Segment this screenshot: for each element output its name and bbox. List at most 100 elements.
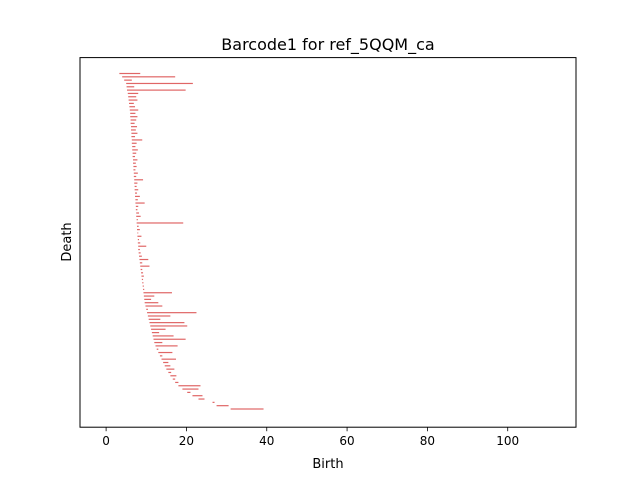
barcode-bar bbox=[135, 199, 138, 201]
barcode-bar bbox=[152, 335, 174, 337]
chart-title: Barcode1 for ref_5QQM_ca bbox=[221, 35, 434, 55]
barcode-bar bbox=[150, 325, 188, 327]
barcode-bar bbox=[146, 308, 148, 310]
barcode-bar bbox=[131, 126, 138, 128]
barcode-bar bbox=[132, 152, 137, 154]
barcode-bar bbox=[141, 272, 144, 274]
barcode-bar bbox=[133, 162, 136, 164]
barcode-bar bbox=[153, 338, 186, 340]
barcode-bar bbox=[198, 398, 205, 400]
barcode-bar bbox=[139, 262, 143, 264]
barcode-bar bbox=[130, 119, 137, 121]
barcode-bar bbox=[142, 285, 144, 287]
barcode-bar bbox=[163, 361, 169, 364]
barcode-bar bbox=[131, 129, 136, 131]
barcode-bar bbox=[147, 315, 171, 317]
barcode-bar bbox=[135, 209, 138, 211]
barcode-bar bbox=[141, 278, 144, 281]
barcode-bar bbox=[138, 248, 140, 251]
barcode-bar bbox=[130, 122, 135, 124]
barcode-bar bbox=[182, 388, 199, 390]
barcode-bar bbox=[130, 112, 136, 114]
barcode-bar bbox=[170, 375, 177, 377]
barcode-bar bbox=[127, 92, 139, 95]
barcode-bar bbox=[149, 322, 185, 324]
x-tick-label: 0 bbox=[102, 434, 110, 448]
barcode-bar bbox=[136, 212, 140, 214]
barcode-bar bbox=[212, 401, 215, 403]
barcode-bar bbox=[137, 225, 139, 227]
barcode-bar bbox=[148, 318, 161, 320]
barcode-bar bbox=[156, 348, 159, 350]
barcode-bar bbox=[131, 139, 143, 141]
barcode-bar bbox=[216, 405, 229, 407]
barcode-bar bbox=[147, 312, 197, 314]
barcode-bar bbox=[145, 305, 163, 307]
barcode-bar bbox=[187, 391, 191, 393]
barcode-bar bbox=[133, 159, 138, 161]
barcode-bar bbox=[192, 395, 203, 397]
barcode-bar bbox=[155, 345, 178, 347]
plot-frame bbox=[79, 57, 577, 428]
barcode-bar bbox=[137, 238, 140, 241]
barcode-bar bbox=[138, 252, 141, 254]
barcode-bar bbox=[128, 99, 138, 101]
barcode-bar bbox=[143, 295, 155, 297]
barcode-bar bbox=[135, 192, 138, 194]
barcode-bar bbox=[126, 86, 135, 88]
barcode-bar bbox=[151, 328, 166, 330]
barcode-bar bbox=[124, 79, 132, 81]
barcode-bar bbox=[132, 155, 136, 158]
barcode-bar bbox=[175, 381, 179, 384]
barcode-bar bbox=[161, 358, 176, 360]
barcode-bar bbox=[129, 106, 136, 108]
barcode-bar bbox=[144, 302, 159, 304]
barcode-bar bbox=[134, 189, 139, 191]
barcode-bar bbox=[230, 408, 264, 410]
x-tick-label: 60 bbox=[339, 434, 354, 448]
barcode-bar bbox=[132, 149, 138, 151]
barcode-bar bbox=[137, 242, 141, 244]
bars-layer bbox=[119, 72, 264, 410]
barcode-bar bbox=[131, 142, 137, 144]
x-tick-label: 40 bbox=[259, 434, 274, 448]
barcode-bar bbox=[172, 378, 176, 380]
barcode-bar bbox=[143, 288, 145, 291]
barcode-bar bbox=[134, 179, 144, 181]
barcode-bar bbox=[135, 195, 140, 198]
barcode-bar bbox=[131, 132, 138, 134]
barcode-bar bbox=[136, 215, 141, 217]
barcode-bar bbox=[119, 72, 141, 75]
barcode-bar bbox=[126, 89, 186, 91]
barcode-bar bbox=[136, 222, 184, 224]
barcode-bar bbox=[166, 368, 175, 370]
barcode-bar bbox=[159, 355, 163, 357]
barcode-bar bbox=[137, 232, 139, 234]
barcode-bar bbox=[137, 229, 140, 231]
barcode-bar bbox=[133, 172, 138, 174]
barcode-bar bbox=[134, 182, 138, 184]
barcode-bar bbox=[129, 102, 134, 104]
barcode-bar bbox=[133, 165, 137, 168]
barcode-bar bbox=[131, 136, 136, 138]
barcode-bar bbox=[168, 371, 172, 374]
barcode-bar bbox=[141, 275, 144, 277]
barcode-bar bbox=[136, 219, 138, 221]
x-tick-label: 80 bbox=[420, 434, 435, 448]
y-axis-label: Death bbox=[60, 222, 75, 261]
barcode-bar bbox=[134, 185, 137, 188]
x-axis: 0 20 40 60 80 100 bbox=[102, 427, 519, 448]
barcode-bar bbox=[128, 96, 137, 98]
barcode-bar bbox=[139, 258, 149, 261]
barcode-bar bbox=[132, 145, 136, 148]
barcode-bar bbox=[144, 298, 152, 300]
barcode-bar bbox=[154, 341, 163, 344]
barcode-bar bbox=[142, 282, 144, 284]
barcode-bar bbox=[140, 265, 150, 267]
barcode-bar bbox=[178, 385, 201, 387]
barcode-bar bbox=[143, 292, 172, 294]
barcode-bar bbox=[164, 365, 171, 367]
barcode-bar bbox=[151, 332, 160, 334]
